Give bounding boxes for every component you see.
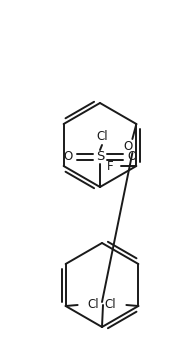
Text: Cl: Cl: [88, 298, 100, 311]
Text: O: O: [127, 151, 137, 164]
Text: O: O: [124, 139, 133, 152]
Text: Cl: Cl: [104, 298, 116, 311]
Text: Cl: Cl: [96, 131, 108, 144]
Text: S: S: [96, 151, 104, 164]
Text: F: F: [107, 159, 114, 172]
Text: O: O: [63, 151, 73, 164]
